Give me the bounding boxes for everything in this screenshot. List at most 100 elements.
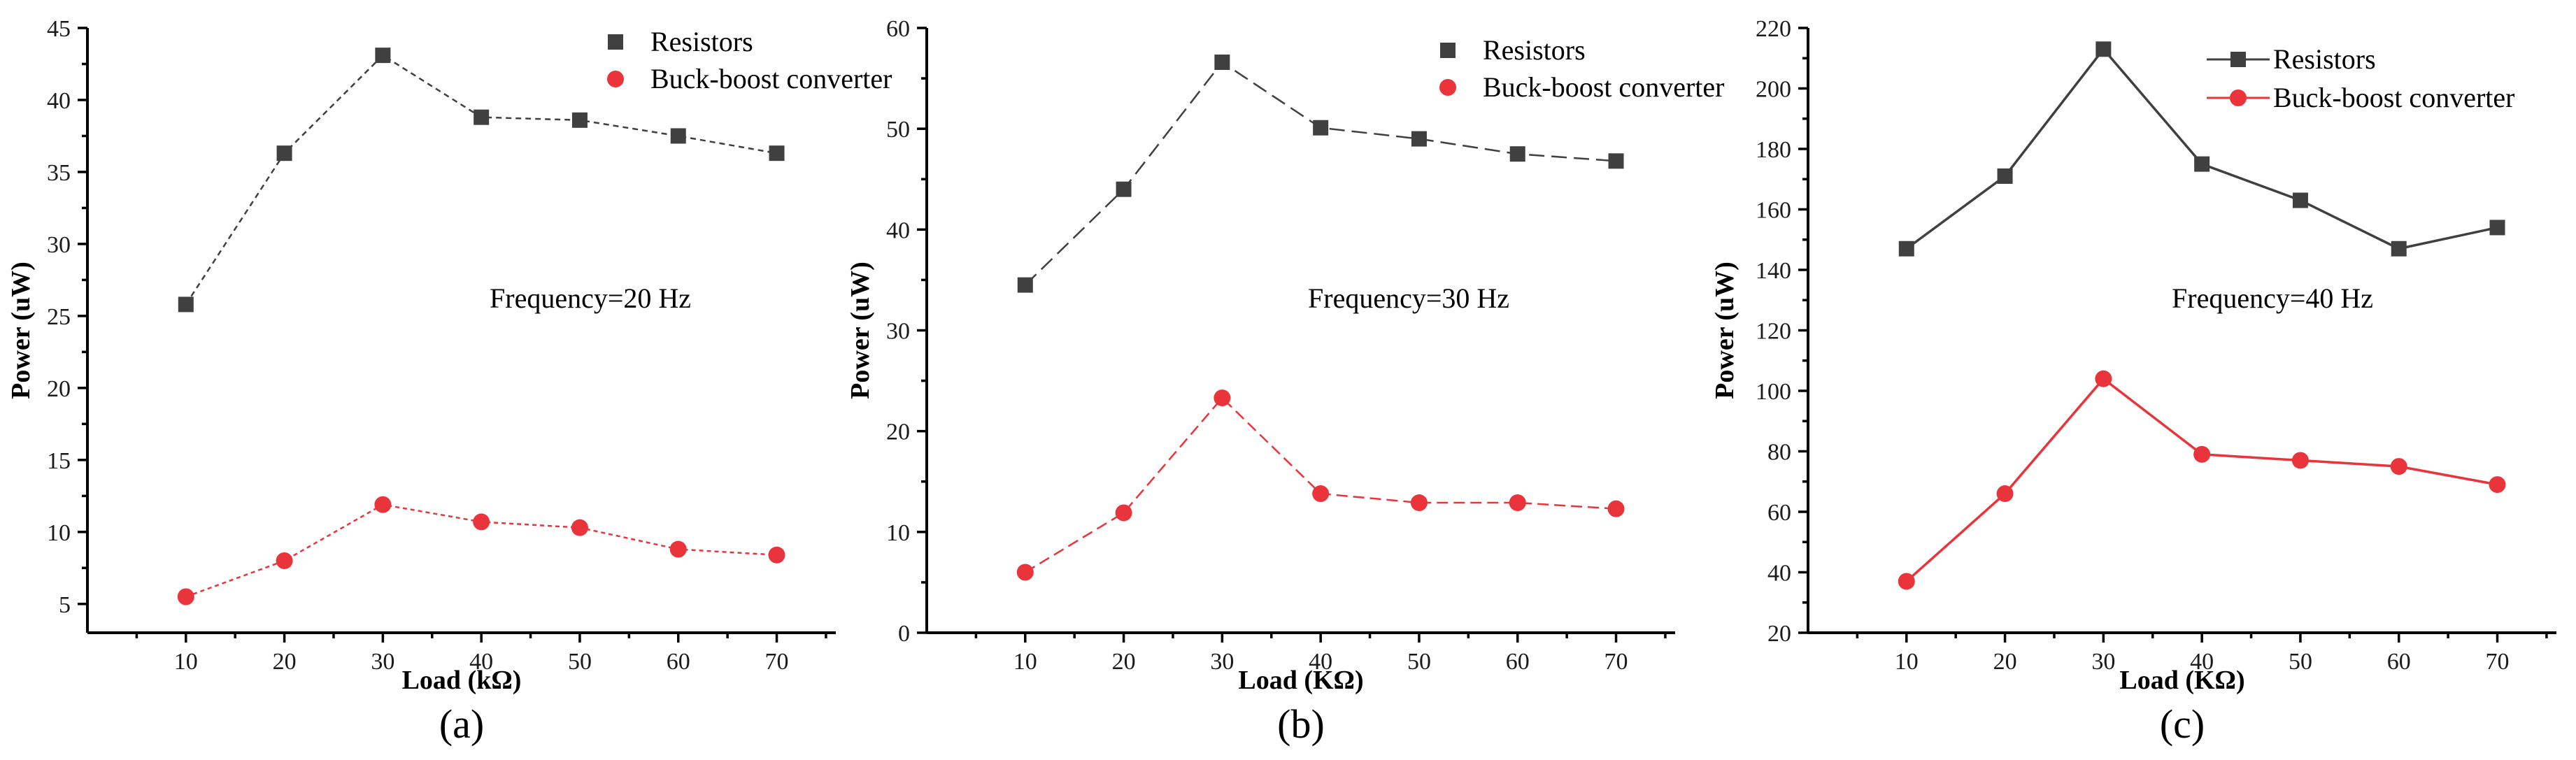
y-tick-label: 20	[47, 376, 71, 402]
point-converter	[374, 496, 392, 513]
legend-label-resistors: Resistors	[650, 26, 753, 57]
x-axis-title: Load (KΩ)	[2119, 666, 2244, 695]
x-tick-label: 40	[1309, 649, 1332, 675]
point-resistors	[1313, 120, 1329, 136]
point-converter	[669, 540, 687, 558]
point-resistors	[769, 145, 785, 162]
x-tick-label: 60	[2387, 649, 2411, 675]
point-converter	[473, 513, 490, 531]
point-converter	[1016, 564, 1034, 581]
point-resistors	[1411, 131, 1427, 147]
x-tick-label: 10	[174, 649, 198, 675]
series-line-converter	[1905, 377, 2498, 582]
x-tick-label: 20	[273, 649, 297, 675]
x-tick-label: 50	[1407, 649, 1431, 675]
legend-marker-converter	[1439, 79, 1456, 96]
legend-label-resistors: Resistors	[2273, 43, 2376, 75]
point-resistors	[2095, 41, 2112, 57]
point-converter	[1410, 494, 1428, 512]
x-tick-label: 10	[1895, 649, 1919, 675]
point-converter	[2193, 445, 2211, 463]
frequency-annotation: Frequency=40 Hz	[2172, 282, 2373, 314]
point-converter	[1898, 573, 1915, 590]
point-converter	[1509, 494, 1526, 512]
series-line-resistors	[1905, 47, 2498, 250]
y-tick-label: 60	[886, 16, 910, 42]
legend-label-converter: Buck-boost converter	[650, 63, 892, 94]
x-tick-label: 60	[667, 649, 690, 675]
x-axis-title: Load (kΩ)	[402, 666, 522, 695]
x-tick-label: 60	[1506, 649, 1530, 675]
point-converter	[1607, 500, 1625, 517]
point-converter	[2390, 458, 2407, 475]
frequency-annotation: Frequency=30 Hz	[1308, 282, 1509, 314]
x-tick-label: 70	[765, 649, 789, 675]
y-axis-title: Power (uW)	[6, 261, 36, 399]
point-resistors	[375, 48, 391, 64]
legend-label-converter: Buck-boost converter	[2273, 82, 2514, 113]
y-tick-label: 120	[1756, 319, 1791, 345]
point-resistors	[1214, 55, 1230, 71]
legend-marker-resistors	[1440, 43, 1456, 58]
y-tick-label: 5	[59, 592, 71, 618]
x-tick-label: 40	[2190, 649, 2214, 675]
y-tick-label: 160	[1756, 198, 1791, 224]
y-axis-title: Power (uW)	[1710, 261, 1739, 399]
y-tick-label: 40	[886, 217, 910, 243]
y-tick-label: 15	[47, 448, 71, 474]
y-tick-label: 220	[1756, 16, 1791, 42]
legend-marker-resistors	[2230, 52, 2246, 67]
legend-marker-converter	[2230, 89, 2247, 106]
panel-label: (c)	[2160, 701, 2205, 747]
point-resistors	[2292, 192, 2308, 208]
legend-label-resistors: Resistors	[1483, 34, 1586, 66]
y-tick-label: 60	[1767, 500, 1791, 526]
point-converter	[768, 546, 785, 564]
point-converter	[2095, 370, 2112, 387]
point-resistors	[474, 109, 490, 125]
legend-marker-resistors	[608, 34, 623, 50]
y-tick-label: 45	[47, 16, 71, 42]
frequency-annotation: Frequency=20 Hz	[490, 282, 691, 314]
y-tick-label: 25	[47, 304, 71, 330]
x-tick-label: 30	[2091, 649, 2115, 675]
point-converter	[177, 588, 194, 605]
legend-label-converter: Buck-boost converter	[1483, 71, 1724, 103]
x-tick-label: 10	[1013, 649, 1037, 675]
y-tick-label: 20	[1767, 621, 1791, 647]
y-tick-label: 100	[1756, 379, 1791, 405]
point-converter	[2291, 452, 2309, 469]
y-tick-label: 10	[47, 520, 71, 546]
point-resistors	[2391, 241, 2407, 257]
legend-marker-converter	[607, 71, 624, 87]
series-line-converter	[1025, 396, 1616, 573]
x-tick-label: 30	[1210, 649, 1234, 675]
point-converter	[1214, 389, 1231, 407]
y-tick-label: 10	[886, 520, 910, 546]
x-tick-label: 20	[1112, 649, 1136, 675]
panel-label: (b)	[1277, 701, 1325, 747]
point-resistors	[1608, 153, 1624, 169]
point-resistors	[1898, 241, 1914, 257]
point-resistors	[571, 112, 588, 128]
y-tick-label: 80	[1767, 440, 1791, 466]
panel-a: 10 20 30 40 50 60 70 5 10 15 20 25 30 35 40 45 Resisto…	[6, 16, 892, 747]
point-converter	[1996, 485, 2014, 503]
panel-b: 10 20 30 40 50 60 70 0 10 20 30 40 50 60 Resistors B…	[846, 16, 1724, 747]
y-tick-label: 40	[1767, 561, 1791, 587]
point-resistors	[2489, 220, 2505, 236]
point-resistors	[670, 128, 686, 144]
point-resistors	[1509, 146, 1525, 162]
y-tick-label: 180	[1756, 137, 1791, 163]
point-converter	[1115, 504, 1132, 522]
y-tick-label: 50	[886, 117, 910, 143]
point-resistors	[178, 296, 194, 313]
point-converter	[276, 552, 293, 570]
point-converter	[1312, 485, 1330, 503]
y-tick-label: 30	[886, 319, 910, 345]
x-tick-label: 50	[2289, 649, 2312, 675]
y-tick-label: 140	[1756, 258, 1791, 284]
x-tick-label: 40	[469, 649, 493, 675]
point-converter	[571, 519, 588, 536]
